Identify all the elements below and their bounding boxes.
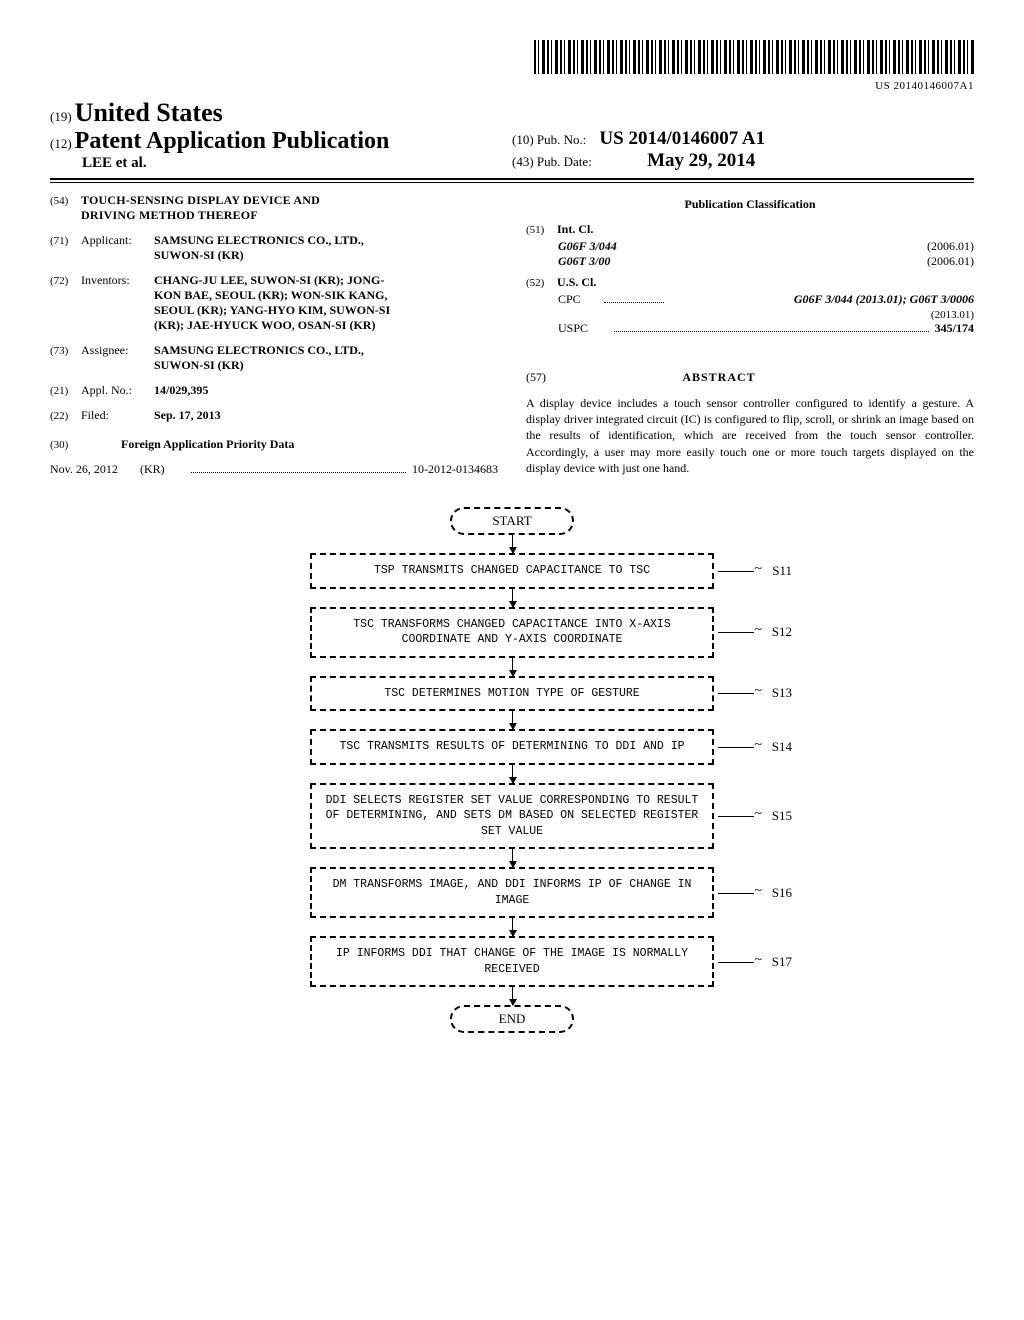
intcl-year: (2006.01) [927,254,974,269]
flowchart-step-id: S12 [772,623,792,641]
flowchart-step-id: S15 [772,807,792,825]
pubdate-label: Pub. Date: [537,154,592,169]
foreign-priority-header: Foreign Application Priority Data [121,437,294,451]
label-10: (10) [512,132,534,147]
label-30: (30) [50,439,78,451]
left-column: (54) TOUCH-SENSING DISPLAY DEVICE AND DR… [50,193,498,477]
authors: LEE et al. [82,155,512,172]
inventors-label: Inventors: [81,273,151,288]
priority-row: Nov. 26, 2012 (KR) 10-2012-0134683 [50,462,498,477]
uspc-label: USPC [558,321,608,336]
header: (19) United States (12) Patent Applicati… [50,98,974,172]
intcl-code: G06T 3/00 [558,254,927,269]
uspc-value: 345/174 [935,321,974,336]
label-57: (57) [526,370,546,384]
flowchart: START TSP TRANSMITS CHANGED CAPACITANCE … [252,507,772,1033]
cpc-label: CPC [558,292,598,307]
applicant-label: Applicant: [81,233,151,248]
pub-classification-header: Publication Classification [526,197,974,212]
applicant-value: SAMSUNG ELECTRONICS CO., LTD., SUWON-SI … [154,233,404,263]
inventors-value: CHANG-JU LEE, SUWON-SI (KR); JONG-KON BA… [154,273,404,333]
cpc-value: G06F 3/044 (2013.01); G06T 3/0006 [670,292,974,307]
applno-value: 14/029,395 [154,383,208,397]
label-19: (19) [50,109,72,124]
flowchart-arrow [512,589,513,607]
uscl-label: U.S. Cl. [557,275,596,289]
label-52: (52) [526,277,554,289]
intcl-code: G06F 3/044 [558,239,927,254]
cpc-year: (2013.01) [558,309,974,321]
flowchart-step: IP INFORMS DDI THAT CHANGE OF THE IMAGE … [310,936,714,987]
assignee-label: Assignee: [81,343,151,358]
label-72: (72) [50,275,78,287]
intcl-row: G06F 3/044 (2006.01) [558,239,974,254]
abstract-header: ABSTRACT [549,370,889,385]
label-71: (71) [50,235,78,247]
label-51: (51) [526,224,554,236]
applno-label: Appl. No.: [81,383,151,398]
pubdate-value: May 29, 2014 [647,150,755,171]
cpc-row: CPC G06F 3/044 (2013.01); G06T 3/0006 [558,292,974,307]
label-43: (43) [512,154,534,169]
abstract-body: A display device includes a touch sensor… [526,395,974,476]
biblio-columns: (54) TOUCH-SENSING DISPLAY DEVICE AND DR… [50,193,974,477]
barcode-region: US 20140146007A1 [50,40,974,92]
flowchart-end: END [450,1005,574,1033]
priority-number: 10-2012-0134683 [412,462,498,477]
flowchart-arrow [512,658,513,676]
flowchart-arrow [512,535,513,553]
right-column: Publication Classification (51) Int. Cl.… [526,193,974,477]
flowchart-arrow [512,918,513,936]
country-label: United States [75,98,223,127]
priority-date: Nov. 26, 2012 [50,462,140,477]
priority-country: (KR) [140,462,185,477]
barcode-graphic [534,40,974,74]
flowchart-step: DM TRANSFORMS IMAGE, AND DDI INFORMS IP … [310,867,714,918]
dots [191,462,406,473]
label-54: (54) [50,195,78,207]
flowchart-start: START [450,507,574,535]
filed-label: Filed: [81,408,151,423]
flowchart-arrow [512,765,513,783]
assignee-value: SAMSUNG ELECTRONICS CO., LTD., SUWON-SI … [154,343,404,373]
flowchart-arrow [512,987,513,1005]
divider-thick [50,178,974,180]
flowchart-step: TSC TRANSFORMS CHANGED CAPACITANCE INTO … [310,607,714,658]
flowchart-step-id: S14 [772,738,792,756]
flowchart-step-id: S13 [772,685,792,703]
label-22: (22) [50,410,78,422]
label-21: (21) [50,385,78,397]
label-12: (12) [50,136,72,151]
divider-thin [50,182,974,183]
intcl-year: (2006.01) [927,239,974,254]
filed-value: Sep. 17, 2013 [154,408,221,422]
flowchart-step-id: S17 [772,953,792,971]
dots [604,292,664,303]
intcl-row: G06T 3/00 (2006.01) [558,254,974,269]
pubno-label: Pub. No.: [537,132,586,147]
flowchart-step: TSC DETERMINES MOTION TYPE OF GESTURE~S1… [310,676,714,712]
doctype-label: Patent Application Publication [75,128,390,154]
flowchart-step-id: S16 [772,884,792,902]
intcl-label: Int. Cl. [557,222,593,236]
flowchart-step-id: S11 [772,562,792,580]
dots [614,321,929,332]
flowchart-step: TSC TRANSMITS RESULTS OF DETERMINING TO … [310,729,714,765]
pubno-value: US 2014/0146007 A1 [599,128,765,149]
label-73: (73) [50,345,78,357]
invention-title: TOUCH-SENSING DISPLAY DEVICE AND DRIVING… [81,193,351,223]
flowchart-step: TSP TRANSMITS CHANGED CAPACITANCE TO TSC… [310,553,714,589]
barcode-number: US 20140146007A1 [50,80,974,92]
flowchart-arrow [512,711,513,729]
uspc-row: USPC 345/174 [558,321,974,336]
flowchart-step: DDI SELECTS REGISTER SET VALUE CORRESPON… [310,783,714,850]
flowchart-arrow [512,849,513,867]
